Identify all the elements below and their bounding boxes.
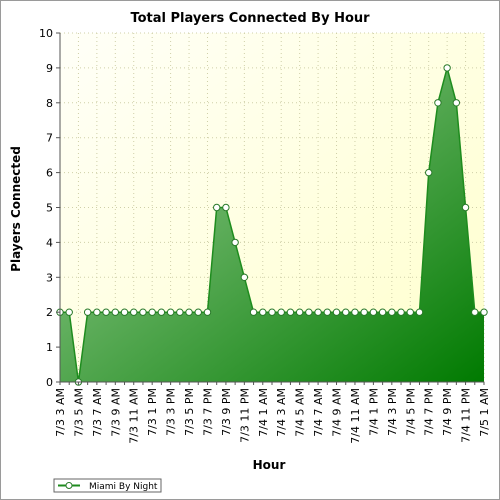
x-tick-label: 7/3 11 AM	[128, 388, 141, 444]
data-point	[139, 308, 147, 316]
data-point	[461, 203, 470, 212]
y-tick-label: 7	[46, 132, 53, 145]
y-tick-label: 8	[46, 97, 53, 110]
x-tick-label: 7/4 11 PM	[460, 388, 473, 443]
data-point	[388, 308, 396, 316]
x-tick-label: 7/3 1 PM	[146, 388, 159, 436]
data-point	[93, 308, 101, 316]
data-point	[360, 308, 368, 316]
x-tick-label: 7/3 5 PM	[183, 388, 196, 436]
data-point	[378, 308, 387, 316]
x-tick-label: 7/4 3 PM	[386, 388, 399, 436]
chart-title: Total Players Connected By Hour	[130, 11, 370, 26]
x-tick-label: 7/4 5 AM	[294, 388, 307, 437]
data-point	[480, 308, 488, 316]
x-tick-label: 7/3 9 AM	[109, 388, 122, 437]
data-point	[406, 308, 414, 316]
y-axis-ticks: 0 1 2 3 4 5 6 7 8 9 10	[39, 27, 60, 389]
data-point	[369, 308, 378, 316]
x-tick-label: 7/4 7 PM	[423, 388, 436, 436]
legend-entry-label: Miami By Night	[89, 482, 158, 492]
x-tick-label: 7/3 11 PM	[238, 388, 251, 443]
y-tick-label: 1	[46, 341, 53, 354]
data-point	[148, 308, 156, 316]
x-tick-label: 7/4 1 PM	[367, 388, 380, 436]
y-tick-label: 6	[46, 167, 53, 180]
data-point	[314, 308, 322, 316]
data-point	[83, 308, 92, 316]
legend-box	[53, 478, 162, 493]
data-point	[259, 308, 267, 316]
y-tick-label: 4	[46, 236, 53, 249]
x-tick-label: 7/5 1 AM	[478, 388, 491, 437]
data-point	[434, 99, 442, 107]
data-point	[212, 203, 221, 212]
data-point	[65, 308, 73, 316]
x-tick-label: 7/4 3 AM	[275, 388, 288, 437]
data-point	[342, 308, 350, 316]
y-tick-label: 3	[46, 271, 53, 284]
data-point	[111, 308, 120, 316]
x-tick-label: 7/3 7 AM	[91, 388, 104, 437]
y-tick-label: 0	[46, 376, 53, 389]
x-tick-label: 7/4 11 AM	[349, 388, 362, 444]
x-tick-label: 7/3 9 PM	[220, 388, 233, 436]
data-point	[157, 308, 166, 316]
x-tick-label: 7/3 7 PM	[201, 388, 214, 436]
data-point	[397, 308, 405, 316]
data-point	[415, 308, 424, 316]
data-point	[286, 308, 295, 316]
x-tick-label: 7/4 7 AM	[312, 388, 325, 437]
data-point	[231, 238, 239, 247]
data-point	[176, 308, 184, 316]
y-axis-label: Players Connected	[9, 146, 23, 272]
data-point	[222, 203, 230, 212]
x-tick-label: 7/4 1 AM	[257, 388, 270, 437]
x-tick-label: 7/3 3 AM	[54, 388, 67, 437]
data-point	[424, 168, 433, 177]
data-point	[102, 308, 110, 316]
x-tick-label: 7/4 9 PM	[441, 388, 454, 436]
legend-marker-swatch	[65, 482, 73, 489]
x-tick-label: 7/3 3 PM	[165, 388, 178, 436]
data-point	[351, 308, 359, 316]
y-tick-label: 10	[39, 27, 53, 40]
data-point	[332, 308, 341, 316]
y-tick-label: 2	[46, 306, 53, 319]
data-point	[120, 308, 129, 316]
data-point	[443, 64, 451, 72]
x-tick-label: 7/4 5 PM	[404, 388, 417, 436]
data-point	[305, 308, 313, 316]
x-axis-ticks: 7/3 3 AM 7/3 5 AM 7/3 7 AM 7/3 9 AM 7/3 11 A…	[54, 382, 491, 444]
data-point	[166, 308, 175, 316]
data-point	[130, 308, 138, 316]
x-axis-label: Hour	[253, 458, 286, 472]
data-point	[268, 308, 276, 316]
y-tick-label: 5	[46, 202, 53, 215]
data-point	[471, 308, 479, 316]
data-point	[194, 308, 202, 316]
data-point	[323, 308, 332, 316]
data-point	[185, 308, 193, 316]
data-point	[295, 308, 304, 316]
data-point	[249, 308, 258, 316]
y-tick-label: 9	[46, 62, 53, 75]
legend: Miami By Night	[53, 478, 162, 493]
data-point	[203, 308, 212, 316]
data-point	[240, 273, 249, 281]
area-series-miami-by-night	[60, 67, 484, 383]
data-points	[56, 64, 488, 386]
x-tick-label: 7/4 9 AM	[331, 388, 344, 437]
data-point	[452, 99, 461, 107]
data-point	[277, 308, 285, 316]
x-tick-label: 7/3 5 AM	[72, 388, 85, 437]
